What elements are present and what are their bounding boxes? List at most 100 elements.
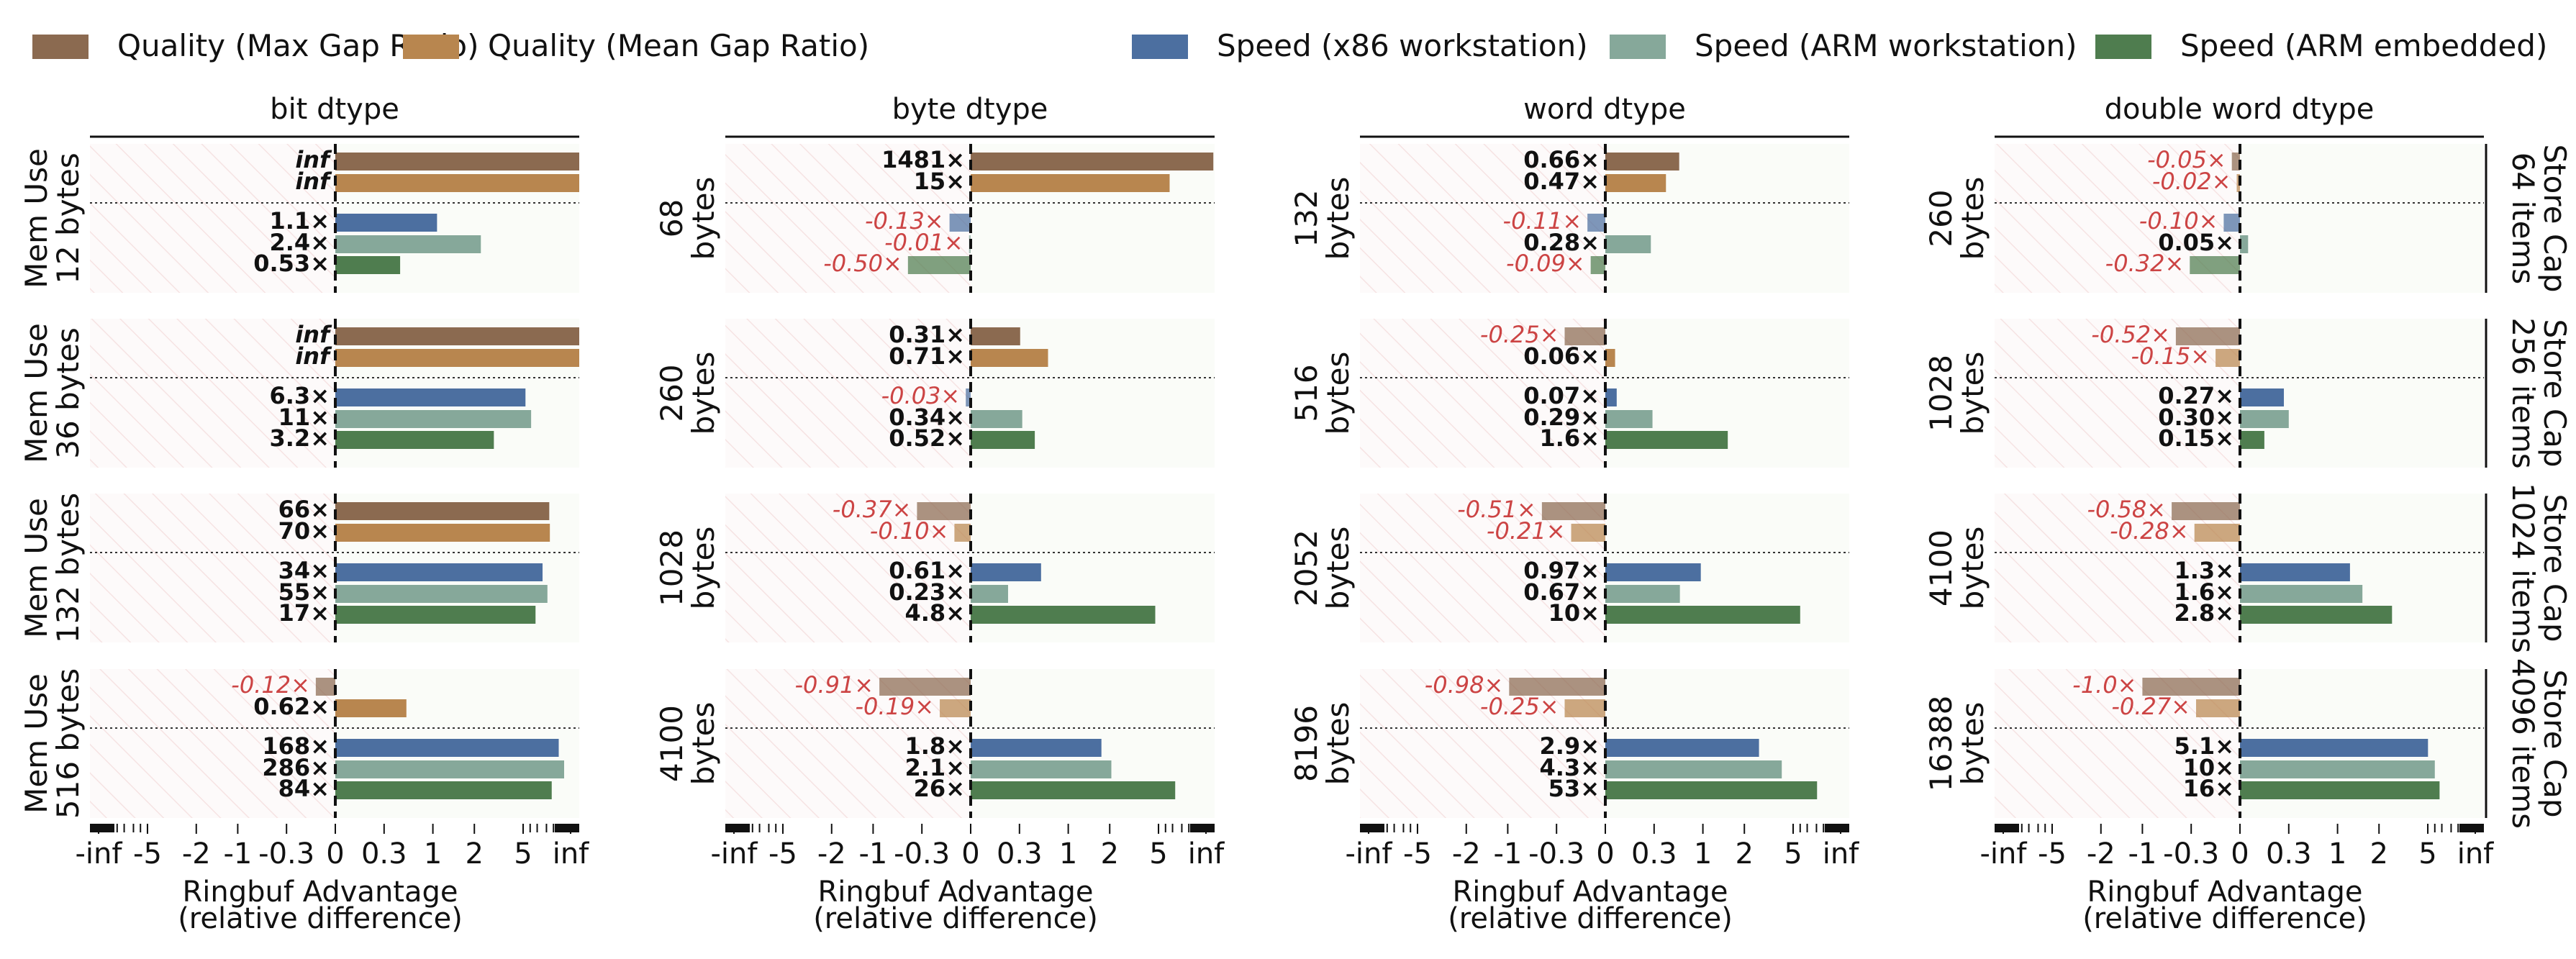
data-label: -0.15× (2131, 342, 2210, 370)
axis-tick-label: -2 (2087, 837, 2115, 871)
data-label: 1.6× (2174, 578, 2235, 606)
data-label: -0.50× (823, 250, 902, 277)
mem-use-label: Mem Use36 bytes (19, 323, 86, 463)
legend-label-sarme: Speed (ARM embedded) (2180, 28, 2547, 63)
bar-qmax (971, 153, 1214, 171)
axis-tick-label: inf (2457, 837, 2494, 871)
data-label: inf (295, 168, 332, 195)
bar-sarmw (2240, 410, 2289, 428)
bar-sx86 (1605, 563, 1701, 581)
mem-use-label: 516bytes (1289, 352, 1356, 435)
store-cap-label: Store Cap4096 items (2505, 658, 2572, 829)
axis-tick-label: 0 (961, 837, 979, 871)
bar-sarmw (1605, 760, 1782, 778)
bar-qmax (1541, 502, 1605, 520)
bar-sx86 (2240, 739, 2428, 757)
data-label: 0.34× (889, 404, 965, 431)
bar-qmax (2142, 678, 2240, 696)
bar-qmean (971, 349, 1048, 367)
bar-sarme (1605, 606, 1800, 624)
bar-qmean (1564, 699, 1605, 717)
axis-inf-rug-left (725, 824, 750, 832)
data-label: 0.71× (889, 342, 965, 370)
bar-qmean (2216, 349, 2240, 367)
store-cap-label: Store Cap64 items (2505, 144, 2572, 292)
data-label: 4.8× (905, 599, 966, 627)
data-label: -0.13× (865, 207, 944, 235)
data-label: 0.97× (1523, 557, 1600, 584)
axis-tick-label: -1 (223, 837, 252, 871)
axis-inf-rug-left (1360, 824, 1384, 832)
data-label: 0.28× (1523, 229, 1600, 256)
legend-label-sarmw: Speed (ARM workstation) (1695, 28, 2077, 63)
bar-qmean (971, 174, 1170, 192)
data-label: -0.58× (2087, 496, 2166, 523)
data-label: 0.23× (889, 578, 965, 606)
data-label: 5.1× (2174, 732, 2235, 760)
data-label: 0.67× (1523, 578, 1600, 606)
panel-negative-region (1360, 144, 1605, 293)
data-label: -0.25× (1480, 693, 1559, 720)
data-label: 286× (262, 754, 330, 781)
axis-tick-label: 0.3 (361, 837, 407, 871)
axis-tick-label: 2 (466, 837, 484, 871)
x-axis-label-sub: (relative difference) (1448, 902, 1733, 935)
bar-qmean (940, 699, 971, 717)
bar-sarme (907, 256, 971, 274)
bar-sarme (335, 606, 536, 624)
axis-tick-label: inf (1823, 837, 1859, 871)
data-label: inf (295, 321, 332, 348)
data-label: -0.25× (1480, 321, 1559, 348)
bar-qmax (335, 327, 579, 345)
data-label: -0.03× (881, 382, 961, 409)
data-label: 0.06× (1523, 342, 1600, 370)
bar-qmax (2172, 502, 2240, 520)
mem-use-label: 2052bytes (1289, 527, 1356, 610)
data-label: 0.30× (2158, 404, 2234, 431)
data-label: inf (295, 146, 332, 173)
column-title: word dtype (1523, 93, 1686, 126)
axis-tick-label: -inf (1346, 837, 1393, 871)
bar-qmax (315, 678, 335, 696)
axis-inf-rug-right (2459, 824, 2484, 832)
bar-qmean (2195, 699, 2240, 717)
data-label: -0.52× (2091, 321, 2170, 348)
mem-use-label: Mem Use132 bytes (19, 493, 86, 643)
data-label: -0.91× (795, 671, 874, 699)
data-label: -0.98× (1425, 671, 1504, 699)
bar-sx86 (949, 214, 971, 232)
data-label: 55× (278, 578, 330, 606)
data-label: 0.31× (889, 321, 965, 348)
data-label: 1.3× (2174, 557, 2235, 584)
bar-qmax (2175, 327, 2240, 345)
mem-use-label: 4100bytes (654, 702, 721, 786)
axis-inf-rug-right (1825, 824, 1849, 832)
data-label: -0.05× (2147, 146, 2226, 173)
panels: bit dtype byte dtype word dtype double word… (19, 93, 2572, 935)
bar-sx86 (2240, 563, 2350, 581)
axis-tick-label: -5 (768, 837, 797, 871)
mem-use-label: Mem Use516 bytes (19, 668, 86, 819)
legend-label-qmean: Quality (Mean Gap Ratio) (488, 28, 869, 63)
bar-sarmw (1605, 585, 1680, 603)
bar-sarme (335, 431, 494, 449)
bar-qmax (335, 502, 550, 520)
data-label: 0.47× (1523, 168, 1600, 195)
mem-use-label: 4100bytes (1923, 527, 1990, 610)
axis-tick-label: 5 (2418, 837, 2436, 871)
axis-tick-label: 0 (326, 837, 344, 871)
bar-sarme (2240, 781, 2440, 799)
axis-tick-label: inf (1188, 837, 1225, 871)
data-label: 0.61× (889, 557, 965, 584)
axis-tick-label: -0.3 (894, 837, 950, 871)
axis-tick-label: 5 (514, 837, 532, 871)
store-cap-label: Store Cap1024 items (2505, 483, 2572, 653)
data-label: inf (295, 342, 332, 370)
data-label: -0.21× (1487, 517, 1566, 545)
mem-use-label: 1028bytes (1923, 352, 1990, 435)
data-label: 0.05× (2158, 229, 2234, 256)
legend-swatch-sx86 (1132, 35, 1188, 59)
axis-inf-rug-right (555, 824, 579, 832)
axis-tick-label: -5 (2038, 837, 2067, 871)
